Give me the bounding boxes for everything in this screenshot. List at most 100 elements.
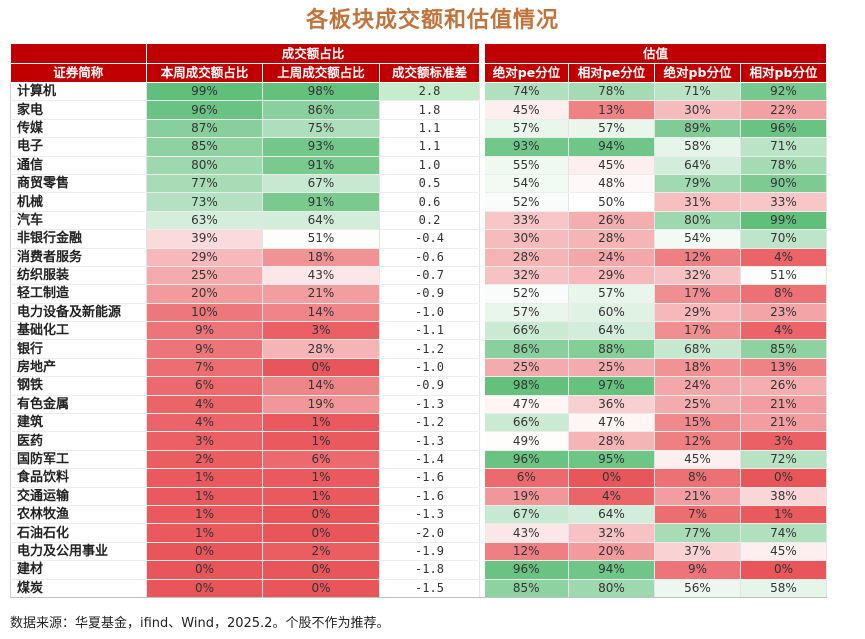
cell-abs-pb: 58% — [654, 137, 741, 157]
cell-rel-pb: 38% — [740, 487, 827, 506]
cell-last-week: 1% — [262, 431, 380, 451]
cell-last-week: 43% — [262, 266, 380, 286]
cell-abs-pb: 31% — [654, 192, 741, 212]
cell-this-week: 0% — [146, 560, 263, 580]
cell-std: -1.0 — [379, 358, 480, 378]
cell-std: -1.3 — [379, 431, 480, 451]
cell-abs-pb: 12% — [654, 431, 741, 451]
table-row: 家电 96% 86% 1.8 45% 13% 30% 22% — [10, 100, 827, 120]
cell-this-week: 4% — [146, 413, 263, 433]
cell-sector-name: 建筑 — [10, 413, 147, 433]
cell-this-week: 7% — [146, 358, 263, 378]
cell-this-week: 29% — [146, 248, 263, 267]
col-header-abs-pe: 绝对pe分位 — [484, 63, 569, 83]
cell-rel-pe: 32% — [568, 523, 655, 543]
cell-sector-name: 电力设备及新能源 — [10, 303, 147, 323]
cell-rel-pb: 92% — [740, 82, 827, 102]
col-header-name: 证券简称 — [10, 63, 147, 83]
cell-abs-pe: 74% — [484, 82, 569, 102]
cell-this-week: 85% — [146, 137, 263, 157]
page-title: 各板块成交额和估值情况 — [305, 8, 559, 33]
cell-this-week: 6% — [146, 376, 263, 396]
cell-last-week: 21% — [262, 284, 380, 304]
cell-std: 2.8 — [379, 82, 480, 102]
cell-rel-pe: 26% — [568, 211, 655, 231]
table-row: 房地产 7% 0% -1.0 25% 25% 18% 13% — [10, 358, 827, 378]
cell-rel-pb: 21% — [740, 413, 827, 433]
cell-abs-pe: 47% — [484, 395, 569, 415]
cell-sector-name: 通信 — [10, 156, 147, 175]
cell-std: -0.9 — [379, 376, 480, 396]
cell-std: -1.9 — [379, 542, 480, 562]
cell-rel-pb: 33% — [740, 192, 827, 212]
cell-rel-pb: 90% — [740, 174, 827, 194]
cell-abs-pe: 43% — [484, 523, 569, 543]
cell-abs-pe: 66% — [484, 321, 569, 341]
cell-this-week: 39% — [146, 229, 263, 249]
cell-sector-name: 国防军工 — [10, 450, 147, 470]
cell-abs-pe: 32% — [484, 266, 569, 286]
table-row: 非银行金融 39% 51% -0.4 30% 28% 54% 70% — [10, 229, 827, 249]
sector-table: 成交额占比 估值 证券简称 本周成交额占比 上周成交额占比 成交额标准差 绝对p… — [10, 44, 827, 598]
cell-abs-pb: 8% — [654, 468, 741, 488]
cell-sector-name: 基础化工 — [10, 321, 147, 341]
cell-rel-pe: 29% — [568, 266, 655, 286]
table-row: 商贸零售 77% 67% 0.5 54% 48% 79% 90% — [10, 174, 827, 194]
table-row: 银行 9% 28% -1.2 86% 88% 68% 85% — [10, 339, 827, 359]
cell-last-week: 51% — [262, 229, 380, 249]
cell-last-week: 98% — [262, 82, 380, 102]
cell-abs-pb: 9% — [654, 560, 741, 580]
cell-this-week: 0% — [146, 579, 263, 598]
cell-abs-pb: 24% — [654, 376, 741, 396]
cell-last-week: 1% — [262, 413, 380, 433]
cell-abs-pe: 52% — [484, 192, 569, 212]
cell-this-week: 2% — [146, 450, 263, 470]
table-row: 电子 85% 93% 1.1 93% 94% 58% 71% — [10, 137, 827, 157]
cell-rel-pb: 13% — [740, 358, 827, 378]
cell-last-week: 14% — [262, 376, 380, 396]
cell-sector-name: 煤炭 — [10, 579, 147, 598]
cell-last-week: 67% — [262, 174, 380, 194]
cell-sector-name: 农林牧渔 — [10, 505, 147, 525]
cell-rel-pe: 50% — [568, 192, 655, 212]
cell-abs-pb: 56% — [654, 579, 741, 598]
cell-std: 0.6 — [379, 192, 480, 212]
table-row: 汽车 63% 64% 0.2 33% 26% 80% 99% — [10, 211, 827, 231]
cell-std: -1.5 — [379, 579, 480, 598]
cell-abs-pb: 29% — [654, 303, 741, 323]
table-row: 电力及公用事业 0% 2% -1.9 12% 20% 37% 45% — [10, 542, 827, 562]
table-row: 石油石化 1% 0% -2.0 43% 32% 77% 74% — [10, 523, 827, 543]
cell-abs-pe: 19% — [484, 487, 569, 506]
table-row: 食品饮料 1% 1% -1.6 6% 0% 8% 0% — [10, 468, 827, 488]
cell-rel-pe: 45% — [568, 156, 655, 175]
cell-abs-pb: 18% — [654, 358, 741, 378]
cell-rel-pb: 3% — [740, 431, 827, 451]
cell-rel-pb: 1% — [740, 505, 827, 525]
table-row: 建材 0% 0% -1.8 96% 94% 9% 0% — [10, 560, 827, 580]
cell-abs-pe: 57% — [484, 303, 569, 323]
cell-abs-pe: 6% — [484, 468, 569, 488]
cell-last-week: 1% — [262, 468, 380, 488]
cell-this-week: 73% — [146, 192, 263, 212]
cell-rel-pb: 0% — [740, 560, 827, 580]
cell-last-week: 0% — [262, 560, 380, 580]
cell-rel-pb: 71% — [740, 137, 827, 157]
cell-abs-pb: 25% — [654, 395, 741, 415]
cell-abs-pb: 12% — [654, 248, 741, 267]
cell-rel-pb: 4% — [740, 321, 827, 341]
cell-this-week: 9% — [146, 321, 263, 341]
cell-sector-name: 计算机 — [10, 82, 147, 102]
cell-rel-pb: 74% — [740, 523, 827, 543]
cell-abs-pb: 21% — [654, 487, 741, 506]
cell-abs-pb: 89% — [654, 119, 741, 139]
cell-last-week: 91% — [262, 192, 380, 212]
cell-abs-pe: 66% — [484, 413, 569, 433]
cell-this-week: 96% — [146, 100, 263, 120]
cell-abs-pe: 49% — [484, 431, 569, 451]
col-header-rel-pb: 相对pb分位 — [740, 63, 827, 83]
table-row: 纺织服装 25% 43% -0.7 32% 29% 32% 51% — [10, 266, 827, 286]
cell-rel-pe: 78% — [568, 82, 655, 102]
cell-std: -1.0 — [379, 303, 480, 323]
cell-std: 1.1 — [379, 119, 480, 139]
cell-abs-pb: 80% — [654, 211, 741, 231]
